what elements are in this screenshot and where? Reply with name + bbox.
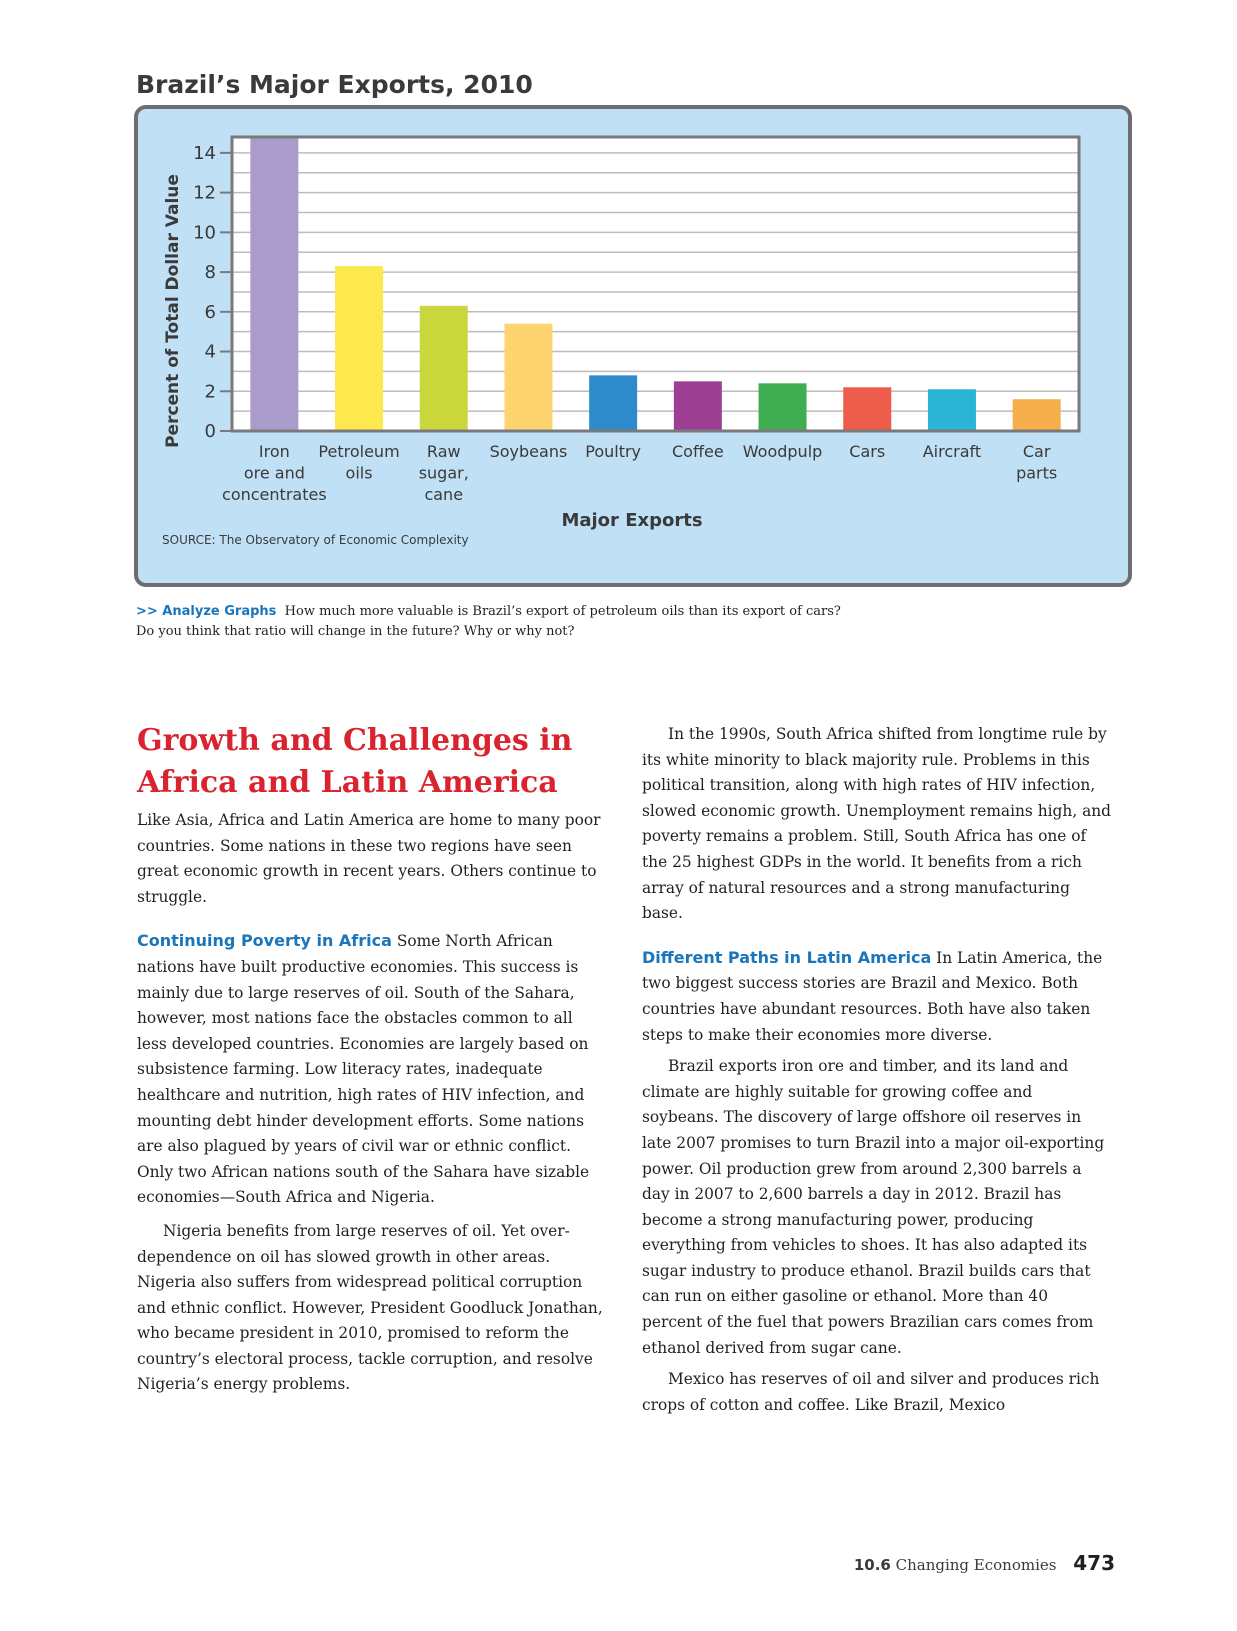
category-label: Coffee bbox=[672, 442, 724, 461]
right-column: In the 1990s, South Africa shifted from … bbox=[642, 722, 1112, 1418]
section-heading: Growth and Challenges in Africa and Lati… bbox=[137, 723, 573, 800]
intro-paragraph: Like Asia, Africa and Latin America are … bbox=[137, 811, 601, 906]
left-column: Growth and Challenges in Africa and Lati… bbox=[137, 720, 607, 1398]
latin-america-text: In Latin America, the two biggest succes… bbox=[642, 948, 1103, 1044]
bar bbox=[1012, 399, 1061, 431]
y-tick-label: 2 bbox=[205, 381, 216, 402]
chart-panel: Percent of Total Dollar Value Major Expo… bbox=[134, 105, 1132, 587]
bar bbox=[250, 137, 299, 431]
category-label: ore and bbox=[244, 464, 305, 483]
y-tick-label: 12 bbox=[193, 183, 216, 204]
bar bbox=[504, 323, 553, 431]
africa-text: Some North African nations have built pr… bbox=[137, 932, 590, 1207]
category-label: Poultry bbox=[585, 442, 641, 461]
chart-title: Brazil’s Major Exports, 2010 bbox=[136, 70, 533, 99]
category-label: Iron bbox=[259, 442, 290, 461]
footer-section-title: Changing Economies bbox=[895, 1556, 1057, 1574]
analyze-text: How much more valuable is Brazil’s expor… bbox=[136, 604, 841, 639]
category-label: Car bbox=[1023, 442, 1051, 461]
nigeria-paragraph: Nigeria benefits from large reserves of … bbox=[137, 1221, 603, 1394]
y-axis-title: Percent of Total Dollar Value bbox=[163, 174, 183, 448]
category-label: Soybeans bbox=[490, 442, 568, 461]
bar bbox=[843, 387, 892, 431]
y-tick-label: 6 bbox=[205, 302, 216, 323]
bar bbox=[335, 266, 384, 431]
category-label: parts bbox=[1016, 464, 1057, 483]
plot-border bbox=[230, 135, 1081, 433]
category-label: Aircraft bbox=[923, 442, 981, 461]
bar bbox=[419, 305, 468, 431]
bar bbox=[589, 375, 638, 431]
category-label: Petroleum bbox=[318, 442, 399, 461]
source-note: SOURCE: The Observatory of Economic Comp… bbox=[162, 533, 469, 547]
footer-section-number: 10.6 bbox=[853, 1556, 891, 1574]
y-tick-label: 4 bbox=[205, 342, 216, 363]
africa-paragraph: Continuing Poverty in Africa Some North … bbox=[137, 928, 607, 1211]
bar bbox=[927, 389, 976, 431]
bar bbox=[673, 381, 722, 431]
subhead-africa: Continuing Poverty in Africa bbox=[137, 931, 392, 951]
mexico-paragraph: Mexico has reserves of oil and silver an… bbox=[642, 1370, 1100, 1414]
category-label: Woodpulp bbox=[743, 442, 823, 461]
category-label: Cars bbox=[849, 442, 885, 461]
category-label: sugar, bbox=[419, 464, 469, 483]
subhead-latin-america: Different Paths in Latin America bbox=[642, 947, 932, 967]
page-number: 473 bbox=[1073, 1551, 1115, 1575]
category-label: concentrates bbox=[222, 485, 327, 504]
analyze-lead: >> Analyze Graphs bbox=[136, 604, 277, 619]
analyze-graphs-prompt: >> Analyze Graphs How much more valuable… bbox=[136, 602, 856, 642]
category-label: oils bbox=[346, 464, 373, 483]
latin-america-paragraph: Different Paths in Latin America In Lati… bbox=[642, 945, 1112, 1048]
y-tick-label: 10 bbox=[193, 222, 216, 243]
y-tick-label: 0 bbox=[205, 421, 216, 442]
brazil-paragraph: Brazil exports iron ore and timber, and … bbox=[642, 1057, 1105, 1357]
y-tick-label: 8 bbox=[205, 262, 216, 283]
page-footer: 10.6 Changing Economies 473 bbox=[854, 1551, 1115, 1575]
y-tick-label: 14 bbox=[193, 143, 216, 164]
category-label: Raw bbox=[427, 442, 461, 461]
category-label: cane bbox=[424, 485, 463, 504]
bar-chart: Percent of Total Dollar Value Major Expo… bbox=[162, 135, 1081, 547]
bar bbox=[758, 383, 807, 431]
x-axis-title: Major Exports bbox=[561, 510, 702, 531]
south-africa-paragraph: In the 1990s, South Africa shifted from … bbox=[642, 725, 1112, 923]
